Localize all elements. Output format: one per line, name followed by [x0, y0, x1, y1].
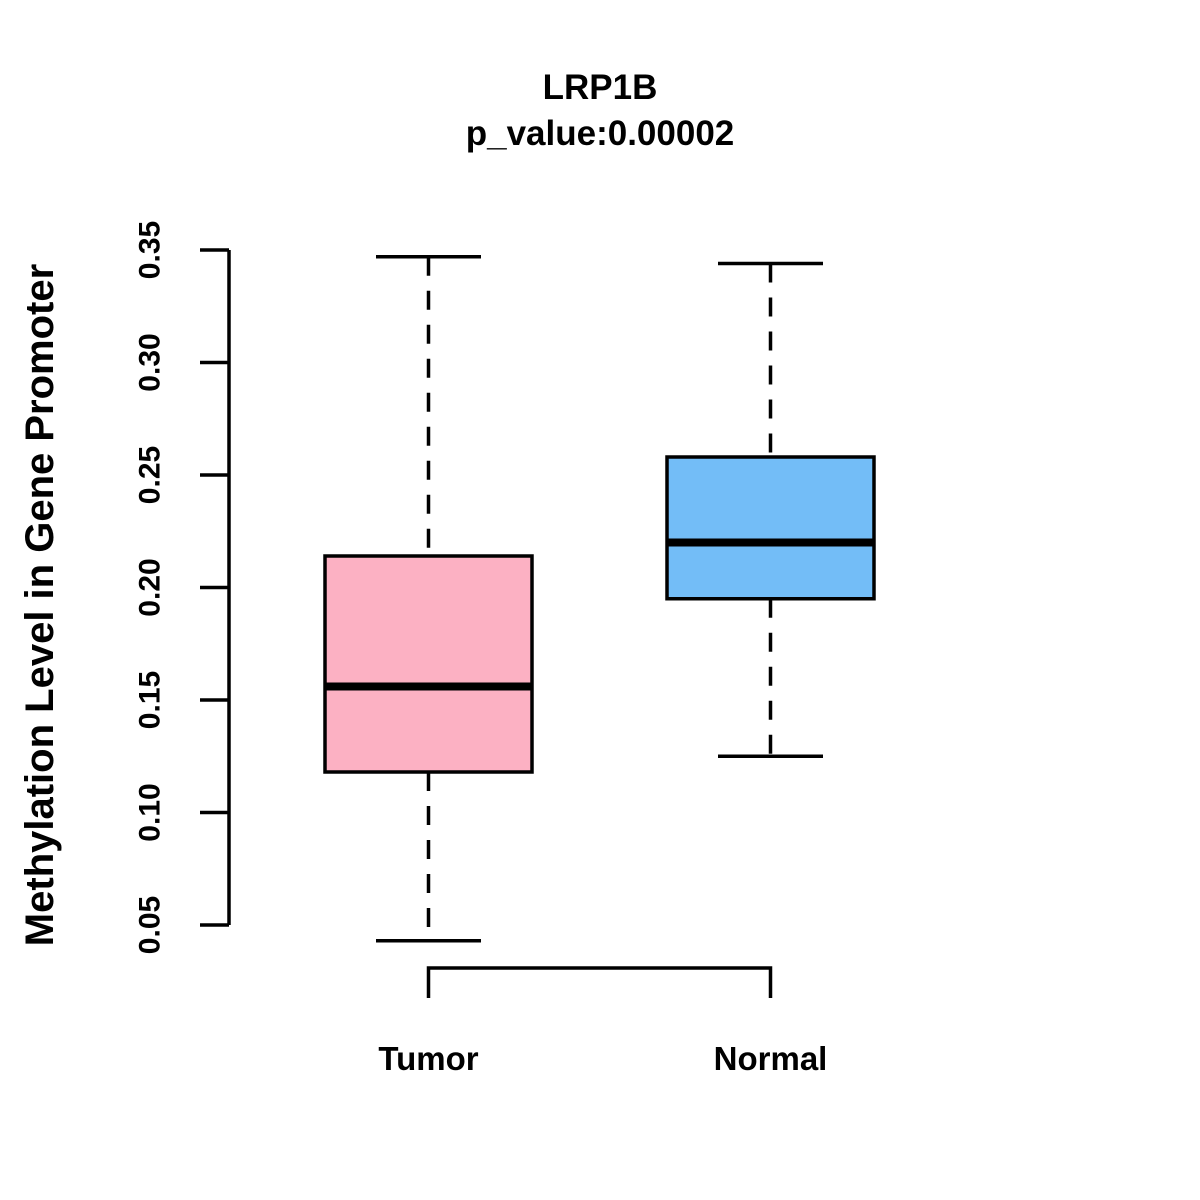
chart-subtitle: p_value:0.00002: [465, 114, 735, 153]
y-tick-label: 0.25: [134, 446, 167, 504]
iqr-box: [665, 455, 876, 601]
iqr-box: [323, 554, 534, 774]
y-axis-label: Methylation Level in Gene Promoter: [18, 263, 62, 947]
y-tick-label: 0.10: [134, 783, 167, 841]
y-tick-label: 0.15: [134, 671, 167, 729]
x-axis: [426, 966, 773, 998]
y-tick-label: 0.35: [134, 221, 167, 279]
x-category-label-tumor: Tumor: [378, 1040, 479, 1077]
y-tick-label: 0.05: [134, 896, 167, 954]
x-category-label-normal: Normal: [713, 1040, 828, 1077]
y-tick-label: 0.20: [134, 558, 167, 616]
y-axis: 0.05 0.10 0.15 0.20 0.25 0.30 0.35: [134, 221, 231, 954]
chart-title: LRP1B: [542, 68, 658, 107]
box-tumor: [323, 255, 534, 943]
box-normal: [665, 261, 876, 758]
y-tick-label: 0.30: [134, 333, 167, 391]
